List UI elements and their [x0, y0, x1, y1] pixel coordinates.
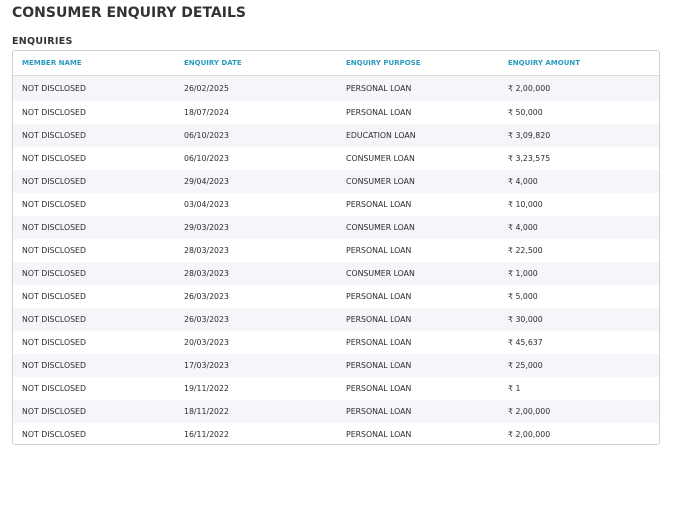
- enquiry-date-cell: 29/03/2023: [175, 216, 337, 239]
- table-row: NOT DISCLOSED 06/10/2023 EDUCATION LOAN ₹ 3…: [13, 124, 659, 147]
- member-name-cell: NOT DISCLOSED: [13, 285, 175, 308]
- enquiry-purpose-cell: PERSONAL LOAN: [337, 331, 499, 354]
- column-header-enquiry-amount[interactable]: ENQUIRY AMOUNT: [499, 51, 659, 76]
- table-row: NOT DISCLOSED 28/03/2023 CONSUMER LOAN ₹ 1,…: [13, 262, 659, 285]
- table-row: NOT DISCLOSED 29/04/2023 CONSUMER LOAN ₹ 4,…: [13, 170, 659, 193]
- member-name-cell: NOT DISCLOSED: [13, 423, 175, 444]
- table-row: NOT DISCLOSED 18/07/2024 PERSONAL LOAN ₹ 50…: [13, 101, 659, 124]
- enquiry-amount-cell: ₹ 22,500: [499, 239, 659, 262]
- member-name-cell: NOT DISCLOSED: [13, 75, 175, 101]
- enquiry-date-cell: 18/07/2024: [175, 101, 337, 124]
- enquiry-purpose-cell: PERSONAL LOAN: [337, 75, 499, 101]
- enquiry-amount-cell: ₹ 1: [499, 377, 659, 400]
- member-name-cell: NOT DISCLOSED: [13, 170, 175, 193]
- table-row: NOT DISCLOSED 26/02/2025 PERSONAL LOAN ₹ 2,…: [13, 75, 659, 101]
- member-name-cell: NOT DISCLOSED: [13, 193, 175, 216]
- enquiry-purpose-cell: PERSONAL LOAN: [337, 377, 499, 400]
- enquiry-amount-cell: ₹ 3,23,575: [499, 147, 659, 170]
- enquiry-date-cell: 20/03/2023: [175, 331, 337, 354]
- enquiry-amount-cell: ₹ 4,000: [499, 216, 659, 239]
- enquiry-date-cell: 29/04/2023: [175, 170, 337, 193]
- enquiry-date-cell: 06/10/2023: [175, 124, 337, 147]
- enquiries-table-card: MEMBER NAME ENQUIRY DATE ENQUIRY PURPOSE…: [12, 50, 660, 445]
- enquiry-date-cell: 26/02/2025: [175, 75, 337, 101]
- enquiry-date-cell: 26/03/2023: [175, 285, 337, 308]
- table-row: NOT DISCLOSED 17/03/2023 PERSONAL LOAN ₹ 25…: [13, 354, 659, 377]
- enquiry-amount-cell: ₹ 1,000: [499, 262, 659, 285]
- enquiry-amount-cell: ₹ 2,00,000: [499, 75, 659, 101]
- enquiry-date-cell: 19/11/2022: [175, 377, 337, 400]
- member-name-cell: NOT DISCLOSED: [13, 377, 175, 400]
- enquiry-date-cell: 17/03/2023: [175, 354, 337, 377]
- table-row: NOT DISCLOSED 26/03/2023 PERSONAL LOAN ₹ 30…: [13, 308, 659, 331]
- enquiry-purpose-cell: PERSONAL LOAN: [337, 239, 499, 262]
- table-header: MEMBER NAME ENQUIRY DATE ENQUIRY PURPOSE…: [13, 51, 659, 76]
- enquiry-amount-cell: ₹ 50,000: [499, 101, 659, 124]
- enquiry-date-cell: 26/03/2023: [175, 308, 337, 331]
- member-name-cell: NOT DISCLOSED: [13, 331, 175, 354]
- enquiry-amount-cell: ₹ 10,000: [499, 193, 659, 216]
- enquiry-purpose-cell: PERSONAL LOAN: [337, 423, 499, 444]
- enquiry-amount-cell: ₹ 5,000: [499, 285, 659, 308]
- member-name-cell: NOT DISCLOSED: [13, 147, 175, 170]
- table-body: NOT DISCLOSED 26/02/2025 PERSONAL LOAN ₹ 2,…: [13, 75, 659, 444]
- table-header-row: MEMBER NAME ENQUIRY DATE ENQUIRY PURPOSE…: [13, 51, 659, 76]
- enquiry-date-cell: 28/03/2023: [175, 262, 337, 285]
- column-header-enquiry-purpose[interactable]: ENQUIRY PURPOSE: [337, 51, 499, 76]
- table-row: NOT DISCLOSED 19/11/2022 PERSONAL LOAN ₹ 1: [13, 377, 659, 400]
- enquiry-purpose-cell: PERSONAL LOAN: [337, 400, 499, 423]
- page-title: CONSUMER ENQUIRY DETAILS: [12, 5, 246, 21]
- enquiry-purpose-cell: PERSONAL LOAN: [337, 308, 499, 331]
- column-header-enquiry-date[interactable]: ENQUIRY DATE: [175, 51, 337, 76]
- enquiries-table: MEMBER NAME ENQUIRY DATE ENQUIRY PURPOSE…: [13, 51, 659, 444]
- enquiry-purpose-cell: EDUCATION LOAN: [337, 124, 499, 147]
- enquiry-purpose-cell: PERSONAL LOAN: [337, 101, 499, 124]
- table-row: NOT DISCLOSED 29/03/2023 CONSUMER LOAN ₹ 4,…: [13, 216, 659, 239]
- table-row: NOT DISCLOSED 03/04/2023 PERSONAL LOAN ₹ 10…: [13, 193, 659, 216]
- enquiry-date-cell: 03/04/2023: [175, 193, 337, 216]
- enquiry-amount-cell: ₹ 30,000: [499, 308, 659, 331]
- enquiry-date-cell: 18/11/2022: [175, 400, 337, 423]
- enquiry-date-cell: 06/10/2023: [175, 147, 337, 170]
- enquiry-purpose-cell: PERSONAL LOAN: [337, 193, 499, 216]
- enquiry-amount-cell: ₹ 25,000: [499, 354, 659, 377]
- table-row: NOT DISCLOSED 28/03/2023 PERSONAL LOAN ₹ 22…: [13, 239, 659, 262]
- table-row: NOT DISCLOSED 06/10/2023 CONSUMER LOAN ₹ 3,…: [13, 147, 659, 170]
- table-row: NOT DISCLOSED 16/11/2022 PERSONAL LOAN ₹ 2,…: [13, 423, 659, 444]
- member-name-cell: NOT DISCLOSED: [13, 101, 175, 124]
- enquiry-amount-cell: ₹ 2,00,000: [499, 400, 659, 423]
- enquiry-amount-cell: ₹ 3,09,820: [499, 124, 659, 147]
- enquiry-purpose-cell: CONSUMER LOAN: [337, 170, 499, 193]
- member-name-cell: NOT DISCLOSED: [13, 308, 175, 331]
- enquiry-purpose-cell: PERSONAL LOAN: [337, 354, 499, 377]
- enquiry-purpose-cell: CONSUMER LOAN: [337, 216, 499, 239]
- table-row: NOT DISCLOSED 18/11/2022 PERSONAL LOAN ₹ 2,…: [13, 400, 659, 423]
- enquiry-amount-cell: ₹ 4,000: [499, 170, 659, 193]
- member-name-cell: NOT DISCLOSED: [13, 354, 175, 377]
- enquiry-amount-cell: ₹ 45,637: [499, 331, 659, 354]
- enquiry-date-cell: 28/03/2023: [175, 239, 337, 262]
- section-title-enquiries: ENQUIRIES: [12, 36, 73, 47]
- enquiry-amount-cell: ₹ 2,00,000: [499, 423, 659, 444]
- enquiry-date-cell: 16/11/2022: [175, 423, 337, 444]
- column-header-member-name[interactable]: MEMBER NAME: [13, 51, 175, 76]
- table-row: NOT DISCLOSED 26/03/2023 PERSONAL LOAN ₹ 5,…: [13, 285, 659, 308]
- member-name-cell: NOT DISCLOSED: [13, 124, 175, 147]
- enquiry-purpose-cell: PERSONAL LOAN: [337, 285, 499, 308]
- member-name-cell: NOT DISCLOSED: [13, 262, 175, 285]
- enquiry-purpose-cell: CONSUMER LOAN: [337, 147, 499, 170]
- member-name-cell: NOT DISCLOSED: [13, 216, 175, 239]
- enquiry-purpose-cell: CONSUMER LOAN: [337, 262, 499, 285]
- table-row: NOT DISCLOSED 20/03/2023 PERSONAL LOAN ₹ 45…: [13, 331, 659, 354]
- member-name-cell: NOT DISCLOSED: [13, 239, 175, 262]
- member-name-cell: NOT DISCLOSED: [13, 400, 175, 423]
